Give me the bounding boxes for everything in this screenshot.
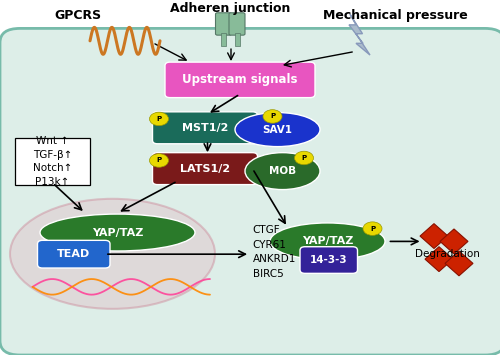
FancyBboxPatch shape	[216, 13, 232, 35]
Text: Wnt ↑
TGF-β↑
Notch↑
P13k↑: Wnt ↑ TGF-β↑ Notch↑ P13k↑	[33, 136, 72, 187]
FancyBboxPatch shape	[152, 153, 258, 185]
Text: Mechanical pressure: Mechanical pressure	[322, 10, 468, 22]
Text: P: P	[156, 158, 162, 163]
FancyBboxPatch shape	[152, 112, 258, 144]
Polygon shape	[445, 251, 473, 276]
Circle shape	[294, 151, 314, 165]
Bar	[234, 33, 240, 46]
Text: MST1/2: MST1/2	[182, 123, 228, 133]
Polygon shape	[420, 224, 448, 248]
FancyBboxPatch shape	[15, 138, 90, 185]
FancyBboxPatch shape	[165, 62, 315, 98]
Text: CTGF
CYR61
ANKRD1
BIRC5: CTGF CYR61 ANKRD1 BIRC5	[252, 225, 296, 279]
Text: SAV1: SAV1	[262, 125, 292, 135]
Text: P: P	[270, 114, 275, 119]
Text: TEAD: TEAD	[57, 249, 90, 259]
Text: YAP/TAZ: YAP/TAZ	[92, 228, 143, 237]
Bar	[221, 33, 226, 46]
Text: P: P	[370, 226, 375, 231]
Ellipse shape	[40, 214, 195, 251]
Text: YAP/TAZ: YAP/TAZ	[302, 236, 353, 246]
Text: Degradation: Degradation	[415, 249, 480, 259]
FancyBboxPatch shape	[300, 247, 358, 273]
Text: P: P	[302, 155, 306, 161]
Ellipse shape	[10, 199, 215, 309]
Polygon shape	[440, 229, 468, 254]
Text: LATS1/2: LATS1/2	[180, 164, 230, 174]
Text: 14-3-3: 14-3-3	[310, 255, 348, 265]
Circle shape	[150, 112, 169, 126]
Circle shape	[363, 222, 382, 235]
Ellipse shape	[245, 153, 320, 190]
Text: P: P	[156, 116, 162, 122]
Ellipse shape	[270, 223, 385, 260]
FancyBboxPatch shape	[38, 240, 110, 268]
FancyBboxPatch shape	[229, 13, 245, 35]
Text: GPCRS: GPCRS	[54, 10, 101, 22]
FancyBboxPatch shape	[0, 28, 500, 355]
Polygon shape	[349, 14, 370, 55]
Ellipse shape	[235, 113, 320, 147]
Polygon shape	[425, 247, 453, 272]
Text: MOB: MOB	[269, 166, 296, 176]
Circle shape	[150, 154, 169, 167]
Text: Adheren junction: Adheren junction	[170, 2, 290, 15]
Text: Upstream signals: Upstream signals	[182, 73, 298, 86]
Circle shape	[263, 110, 282, 123]
